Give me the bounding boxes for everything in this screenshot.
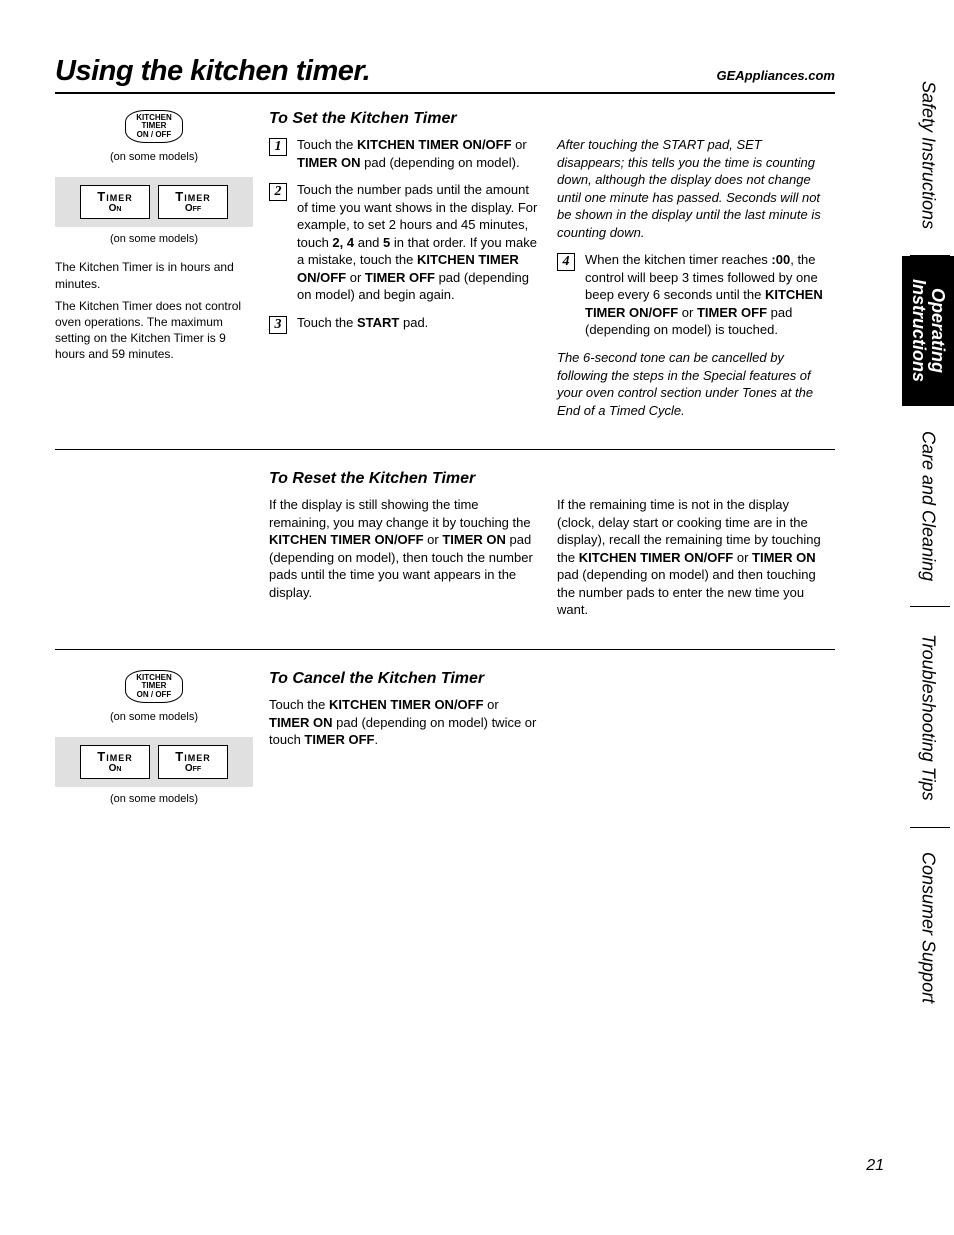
kitchen-timer-onoff-button: KITCHENTIMERON / OFF: [125, 110, 183, 143]
timer-on-button: Timer On: [80, 745, 150, 779]
page-title: Using the kitchen timer.: [55, 55, 370, 88]
step-4: 4 When the kitchen timer reaches :00, th…: [557, 251, 829, 339]
on-some-models-label-3: (on some models): [55, 711, 253, 723]
brand-url: GEAppliances.com: [717, 68, 835, 83]
tab-care[interactable]: Care and Cleaning: [902, 406, 954, 606]
step-1: 1 Touch the KITCHEN TIMER ON/OFF or TIME…: [269, 136, 541, 171]
step-number-icon: 2: [269, 183, 287, 201]
title-row: Using the kitchen timer. GEAppliances.co…: [55, 55, 835, 94]
on-some-models-label-2: (on some models): [55, 233, 253, 245]
on-some-models-label: (on some models): [55, 151, 253, 163]
step-3-text: Touch the START pad.: [297, 314, 428, 334]
on-some-models-label-4: (on some models): [55, 793, 253, 805]
cancel-timer-heading: To Cancel the Kitchen Timer: [269, 670, 541, 688]
tab-troubleshooting[interactable]: Troubleshooting Tips: [902, 607, 954, 827]
set-timer-heading: To Set the Kitchen Timer: [269, 110, 541, 128]
cancel-timer-section: KITCHENTIMERON / OFF (on some models) Ti…: [55, 670, 835, 819]
left-note-2: The Kitchen Timer does not control oven …: [55, 298, 253, 363]
timer-off-button: Timer Off: [158, 185, 228, 219]
timer-on-button: Timer On: [80, 185, 150, 219]
step-number-icon: 1: [269, 138, 287, 156]
tone-cancel-note: The 6-second tone can be cancelled by fo…: [557, 349, 829, 419]
step-2-text: Touch the number pads until the amount o…: [297, 181, 541, 304]
kitchen-timer-button-illustration-2: KITCHENTIMERON / OFF: [55, 670, 253, 703]
step-number-icon: 3: [269, 316, 287, 334]
side-tabs: Safety Instructions Operating Instructio…: [902, 55, 954, 1175]
tab-consumer[interactable]: Consumer Support: [902, 828, 954, 1028]
timer-buttons-panel: Timer On Timer Off: [55, 177, 253, 227]
timer-off-button: Timer Off: [158, 745, 228, 779]
page-number: 21: [866, 1157, 884, 1175]
reset-timer-section: To Reset the Kitchen Timer If the displa…: [55, 470, 835, 629]
cancel-text: Touch the KITCHEN TIMER ON/OFF or TIMER …: [269, 696, 541, 749]
kitchen-timer-onoff-button: KITCHENTIMERON / OFF: [125, 670, 183, 703]
section-divider-2: [55, 649, 835, 650]
set-timer-section: KITCHENTIMERON / OFF (on some models) Ti…: [55, 110, 835, 429]
step-1-text: Touch the KITCHEN TIMER ON/OFF or TIMER …: [297, 136, 541, 171]
step-3: 3 Touch the START pad.: [269, 314, 541, 334]
tab-safety[interactable]: Safety Instructions: [902, 55, 954, 255]
after-start-note: After touching the START pad, SET disapp…: [557, 136, 829, 241]
reset-col2-text: If the remaining time is not in the disp…: [557, 496, 829, 619]
kitchen-timer-button-illustration: KITCHENTIMERON / OFF: [55, 110, 253, 143]
reset-timer-heading: To Reset the Kitchen Timer: [269, 470, 541, 488]
step-4-text: When the kitchen timer reaches :00, the …: [585, 251, 829, 339]
section-divider: [55, 449, 835, 450]
step-number-icon: 4: [557, 253, 575, 271]
step-2: 2 Touch the number pads until the amount…: [269, 181, 541, 304]
left-note-1: The Kitchen Timer is in hours and minute…: [55, 259, 253, 291]
reset-col1-text: If the display is still showing the time…: [269, 496, 541, 601]
timer-buttons-panel-2: Timer On Timer Off: [55, 737, 253, 787]
tab-operating[interactable]: Operating Instructions: [902, 256, 954, 406]
